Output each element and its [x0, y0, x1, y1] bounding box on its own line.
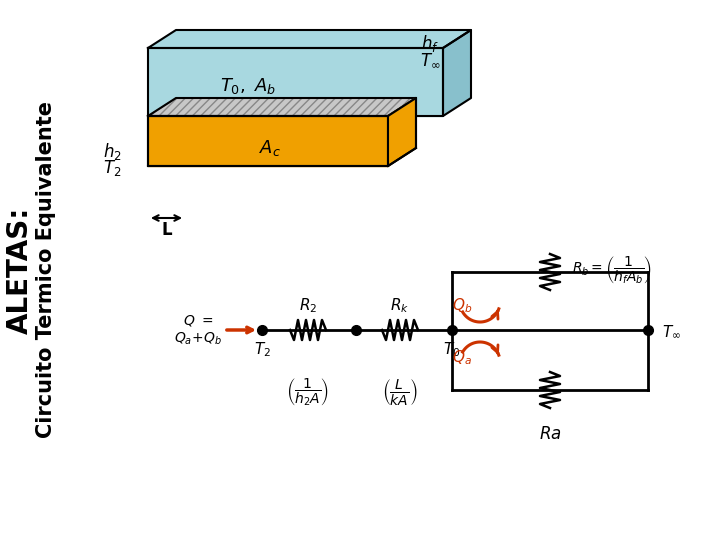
Text: $T_\infty$: $T_\infty$ — [662, 324, 681, 340]
Text: $T_2$: $T_2$ — [253, 341, 271, 359]
Text: L: L — [161, 221, 172, 239]
Text: $Ra$: $Ra$ — [539, 425, 562, 443]
Text: $T_0$: $T_0$ — [444, 341, 461, 359]
Text: $A_c$: $A_c$ — [259, 138, 281, 158]
Text: $h_2$: $h_2$ — [103, 141, 122, 163]
Text: $R_k$: $R_k$ — [390, 296, 410, 315]
Text: $T_0,\ A_b$: $T_0,\ A_b$ — [220, 76, 276, 96]
Text: $Q_a\!+\!Q_b$: $Q_a\!+\!Q_b$ — [174, 331, 222, 347]
Text: $Q_a$: $Q_a$ — [452, 349, 472, 367]
Text: $\left(\dfrac{1}{h_2 A}\right)$: $\left(\dfrac{1}{h_2 A}\right)$ — [287, 376, 330, 408]
Polygon shape — [148, 98, 416, 116]
Text: $T_2$: $T_2$ — [103, 158, 121, 178]
Polygon shape — [388, 98, 416, 166]
Text: $Q\ =$: $Q\ =$ — [183, 314, 213, 328]
Polygon shape — [148, 48, 443, 116]
Text: $h_f$: $h_f$ — [421, 33, 439, 55]
Text: $R_2$: $R_2$ — [299, 296, 317, 315]
Text: $T_\infty$: $T_\infty$ — [420, 51, 441, 69]
Text: Circuito Termico Equivalente: Circuito Termico Equivalente — [36, 102, 56, 438]
Text: $\left(\dfrac{L}{kA}\right)$: $\left(\dfrac{L}{kA}\right)$ — [382, 377, 418, 407]
Polygon shape — [443, 30, 471, 116]
Polygon shape — [148, 116, 388, 166]
Polygon shape — [148, 30, 471, 48]
Text: ALETAS:: ALETAS: — [6, 206, 34, 334]
Text: $R_b = \left(\dfrac{1}{h_f A_b}\right)$: $R_b = \left(\dfrac{1}{h_f A_b}\right)$ — [572, 254, 652, 286]
Text: $Q_b$: $Q_b$ — [451, 296, 472, 315]
